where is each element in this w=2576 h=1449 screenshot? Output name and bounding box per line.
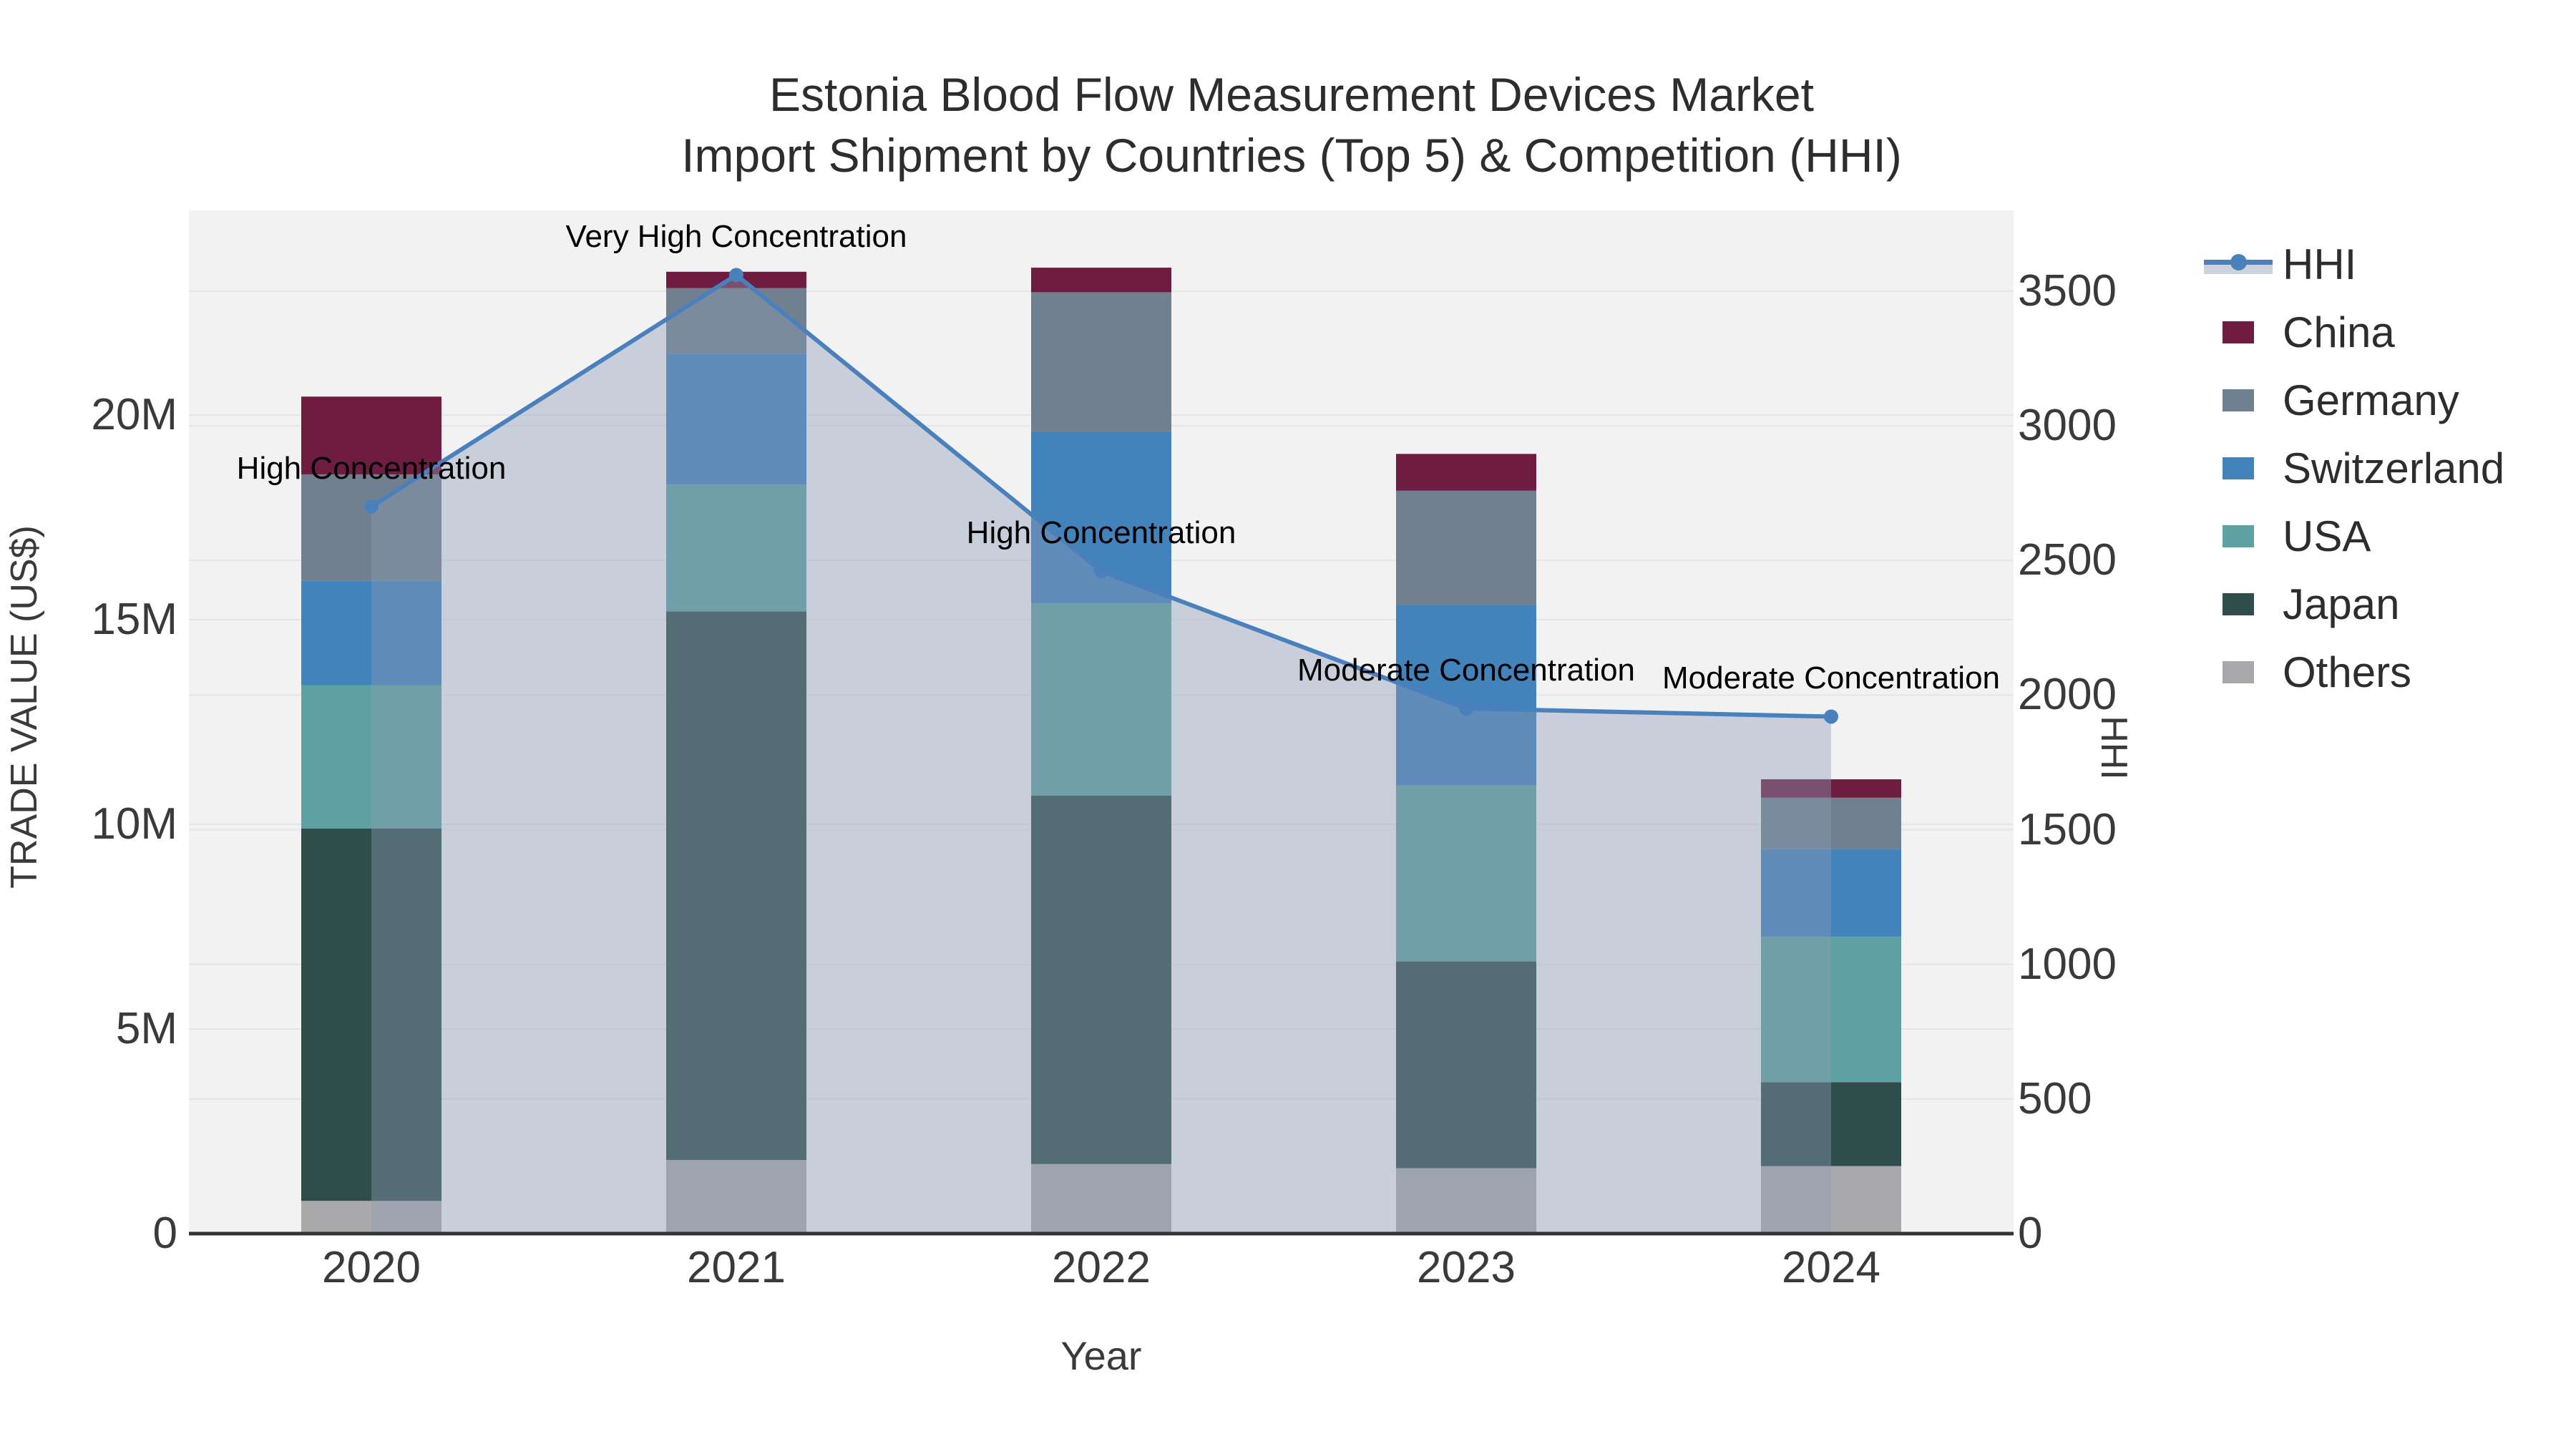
- legend-label: HHI: [2283, 240, 2357, 288]
- hhi-marker-2021[interactable]: [729, 268, 743, 283]
- germany-swatch: [2223, 389, 2254, 411]
- bar-segment-usa-2020[interactable]: [301, 685, 441, 829]
- y-left-tick-20M: 20M: [91, 390, 177, 439]
- bar-segment-japan-2020[interactable]: [301, 828, 441, 1201]
- bar-segment-germany-2023[interactable]: [1396, 490, 1536, 605]
- chart-title-line2: Import Shipment by Countries (Top 5) & C…: [681, 129, 1902, 182]
- legend-label: Germany: [2283, 376, 2459, 424]
- legend-item-switzerland[interactable]: Switzerland: [2204, 434, 2504, 502]
- x-tick-2021: 2021: [687, 1243, 786, 1292]
- hhi-marker-2022[interactable]: [1094, 564, 1108, 579]
- y-right-tick-3500: 3500: [2018, 265, 2117, 316]
- y-left-tick-15M: 15M: [91, 595, 177, 644]
- bar-segment-others-2020[interactable]: [301, 1201, 441, 1234]
- y-right-tick-2000: 2000: [2018, 670, 2117, 720]
- y-left-axis-title: TRADE VALUE (US$): [4, 525, 45, 889]
- bar-segment-usa-2022[interactable]: [1031, 603, 1171, 796]
- legend-label: Others: [2283, 648, 2412, 696]
- bar-segment-germany-2021[interactable]: [666, 288, 806, 354]
- legend-item-china[interactable]: China: [2204, 298, 2504, 366]
- hhi-marker-2023[interactable]: [1459, 701, 1473, 716]
- hhi-markers: [364, 268, 1838, 724]
- x-tick-2022: 2022: [1052, 1243, 1151, 1292]
- y-left-tick-5M: 5M: [115, 1004, 177, 1053]
- legend-label: USA: [2283, 512, 2371, 560]
- hhi-area-fill: [371, 275, 1831, 1234]
- legend-item-others[interactable]: Others: [2204, 638, 2504, 706]
- bar-segment-china-2024[interactable]: [1761, 779, 1901, 798]
- annotation-2022: High Concentration: [966, 515, 1236, 551]
- bar-segment-others-2023[interactable]: [1396, 1168, 1536, 1234]
- y-right-tick-1500: 1500: [2018, 804, 2117, 854]
- legend-label: Japan: [2283, 580, 2400, 628]
- annotation-2020: High Concentration: [236, 450, 507, 486]
- bar-segment-usa-2024[interactable]: [1761, 937, 1901, 1083]
- y-right-tick-2500: 2500: [2018, 535, 2117, 585]
- legend-label: China: [2283, 308, 2395, 356]
- bar-segment-germany-2022[interactable]: [1031, 292, 1171, 431]
- bar-segment-germany-2020[interactable]: [301, 474, 441, 581]
- x-tick-2023: 2023: [1417, 1243, 1516, 1292]
- x-tick-2020: 2020: [322, 1243, 421, 1292]
- hhi-marker-2020[interactable]: [364, 499, 379, 514]
- y-right-tick-3000: 3000: [2018, 401, 2117, 451]
- legend-item-hhi[interactable]: HHI: [2204, 230, 2504, 298]
- x-axis-title: Year: [1060, 1333, 1142, 1378]
- bar-segment-switzerland-2021[interactable]: [666, 353, 806, 485]
- bar-segment-others-2021[interactable]: [666, 1160, 806, 1234]
- annotation-2024: Moderate Concentration: [1662, 660, 2001, 696]
- annotation-2021: Very High Concentration: [565, 219, 907, 255]
- chart-title-line1: Estonia Blood Flow Measurement Devices M…: [769, 68, 1814, 121]
- bar-segment-germany-2024[interactable]: [1761, 797, 1901, 849]
- stacked-bars: [301, 268, 1901, 1234]
- usa-swatch: [2223, 525, 2254, 547]
- others-swatch: [2223, 661, 2254, 683]
- switzerland-swatch: [2223, 457, 2254, 479]
- japan-swatch: [2223, 593, 2254, 615]
- bar-segment-others-2022[interactable]: [1031, 1163, 1171, 1234]
- y-right-axis-title: HHI: [2093, 716, 2135, 780]
- bar-segment-japan-2024[interactable]: [1761, 1082, 1901, 1166]
- legend-item-japan[interactable]: Japan: [2204, 570, 2504, 638]
- bar-segment-japan-2023[interactable]: [1396, 961, 1536, 1169]
- legend-item-usa[interactable]: USA: [2204, 502, 2504, 570]
- y-right-tick-500: 500: [2018, 1073, 2092, 1123]
- y-right-tick-1000: 1000: [2018, 939, 2117, 989]
- bar-segment-usa-2021[interactable]: [666, 484, 806, 612]
- legend: HHI China Germany Switzerland USA Japan …: [2204, 230, 2504, 706]
- y-left-tick-10M: 10M: [91, 799, 177, 849]
- legend-label: Switzerland: [2283, 444, 2505, 492]
- bar-segment-switzerland-2020[interactable]: [301, 580, 441, 686]
- bar-segment-china-2023[interactable]: [1396, 454, 1536, 491]
- y-left-tick-0: 0: [152, 1209, 177, 1258]
- bar-segment-japan-2021[interactable]: [666, 611, 806, 1161]
- x-tick-2024: 2024: [1782, 1243, 1880, 1292]
- bar-segment-switzerland-2024[interactable]: [1761, 849, 1901, 937]
- hhi-line-swatch: [2204, 253, 2273, 277]
- y-right-tick-0: 0: [2018, 1209, 2043, 1258]
- china-swatch: [2223, 321, 2254, 343]
- hhi-marker-2024[interactable]: [1824, 709, 1838, 724]
- annotation-2023: Moderate Concentration: [1297, 653, 1636, 688]
- bar-segment-china-2022[interactable]: [1031, 268, 1171, 293]
- legend-item-germany[interactable]: Germany: [2204, 366, 2504, 434]
- bar-segment-japan-2022[interactable]: [1031, 795, 1171, 1164]
- bar-segment-switzerland-2023[interactable]: [1396, 605, 1536, 786]
- bar-segment-others-2024[interactable]: [1761, 1166, 1901, 1234]
- bar-segment-china-2020[interactable]: [301, 396, 441, 474]
- hhi-marker-icon: [2230, 253, 2247, 270]
- bar-segment-usa-2023[interactable]: [1396, 785, 1536, 962]
